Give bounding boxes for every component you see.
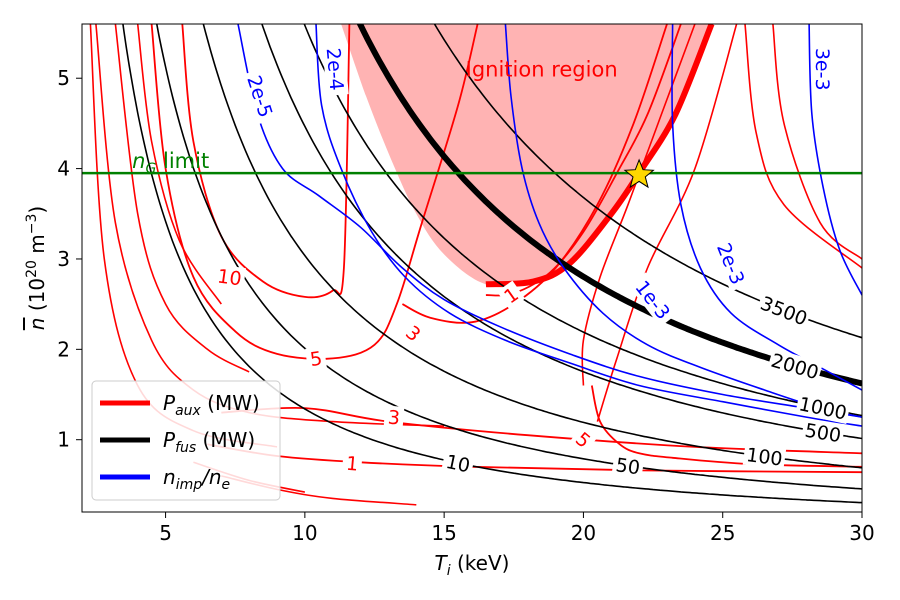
- operating-point-star: [623, 158, 655, 189]
- paux-label-5: 5: [309, 348, 324, 371]
- pfus-label-500: 500: [803, 420, 842, 448]
- pfus-label-50: 50: [614, 454, 641, 479]
- y-axis-label: n (1020 m−3): [24, 206, 49, 330]
- nimp-label-3e-3: 3e-3: [811, 48, 833, 91]
- pfus-label-100: 100: [745, 444, 784, 471]
- paux-contour-line: [596, 24, 738, 422]
- nimp-label-2e-4: 2e-4: [322, 47, 348, 91]
- y-tick-label: 1: [57, 428, 70, 452]
- legend: Paux (MW) Pfus (MW) nimp/ne: [91, 380, 281, 501]
- paux-contour-5: [150, 24, 479, 360]
- ng-limit-label: nG limit: [132, 149, 209, 177]
- nimp-contour-3e-3: [808, 24, 862, 296]
- y-tick-label: 2: [57, 337, 70, 361]
- pfus-contour-1000: [303, 24, 862, 417]
- ng-limit-layer: nG limit: [82, 149, 862, 189]
- paux-contour-line: [581, 24, 696, 386]
- legend-label-paux: Paux (MW): [163, 391, 260, 419]
- paux-contour-line: [114, 24, 250, 373]
- paux-contour-3: [401, 24, 668, 324]
- legend-box: [91, 380, 281, 501]
- paux-contour-line: [744, 24, 862, 269]
- paux-contour-10: [181, 24, 351, 299]
- pfus-contour-50: [155, 24, 862, 490]
- ignition-boundary: [485, 24, 715, 288]
- pfus-label-3500: 3500: [757, 292, 810, 330]
- x-tick-label: 25: [710, 521, 735, 545]
- pfus-contour-10: [122, 24, 862, 504]
- paux-label-1: 1: [345, 453, 359, 476]
- pfus-label-10: 10: [444, 451, 472, 477]
- plot-frame: [81, 23, 863, 513]
- nimp-label-2e-5: 2e-5: [242, 73, 276, 120]
- x-tick-label: 30: [849, 521, 874, 545]
- legend-label-nimp: nimp/ne: [163, 465, 230, 493]
- pfus-label-2000: 2000: [769, 350, 822, 385]
- paux-label-10: 10: [216, 265, 243, 290]
- x-tick-label: 20: [571, 521, 596, 545]
- paux-contour-line: [136, 24, 222, 305]
- nimp-contour-2e-4: [315, 24, 862, 427]
- x-tick-label: 5: [159, 521, 172, 545]
- nimp-contour-1e-3: [504, 24, 862, 418]
- y-tick-label: 4: [57, 157, 70, 181]
- ignition-region-fill: [341, 24, 712, 287]
- x-axis-label: Ti (keV): [435, 551, 510, 579]
- paux-label-3: 3: [387, 407, 401, 430]
- nimp-contour-2e-5: [237, 24, 862, 418]
- legend-label-pfus: Pfus (MW): [163, 428, 255, 456]
- ignition-region-label: Ignition region: [466, 57, 618, 81]
- x-tick-label: 10: [292, 521, 317, 545]
- paux-contour-line: [95, 24, 445, 427]
- x-tick-label: 15: [431, 521, 456, 545]
- y-tick-label: 3: [57, 247, 70, 271]
- pfus-contour-500: [261, 24, 862, 440]
- ignition-region-layer: [341, 24, 715, 288]
- y-tick-label: 5: [57, 66, 70, 90]
